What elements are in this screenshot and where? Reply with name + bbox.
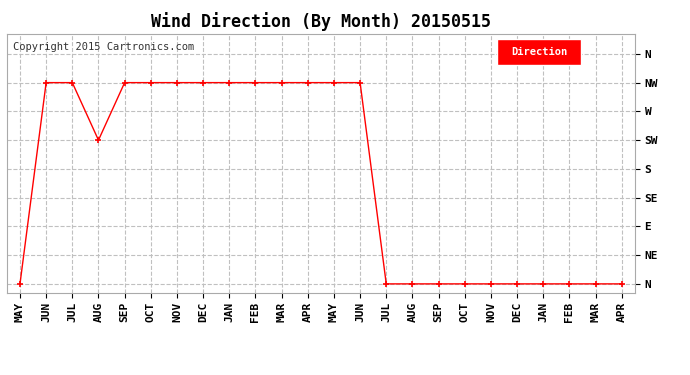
Text: Copyright 2015 Cartronics.com: Copyright 2015 Cartronics.com xyxy=(13,42,195,51)
Text: Direction: Direction xyxy=(511,47,567,57)
Title: Wind Direction (By Month) 20150515: Wind Direction (By Month) 20150515 xyxy=(151,12,491,31)
FancyBboxPatch shape xyxy=(497,39,582,65)
